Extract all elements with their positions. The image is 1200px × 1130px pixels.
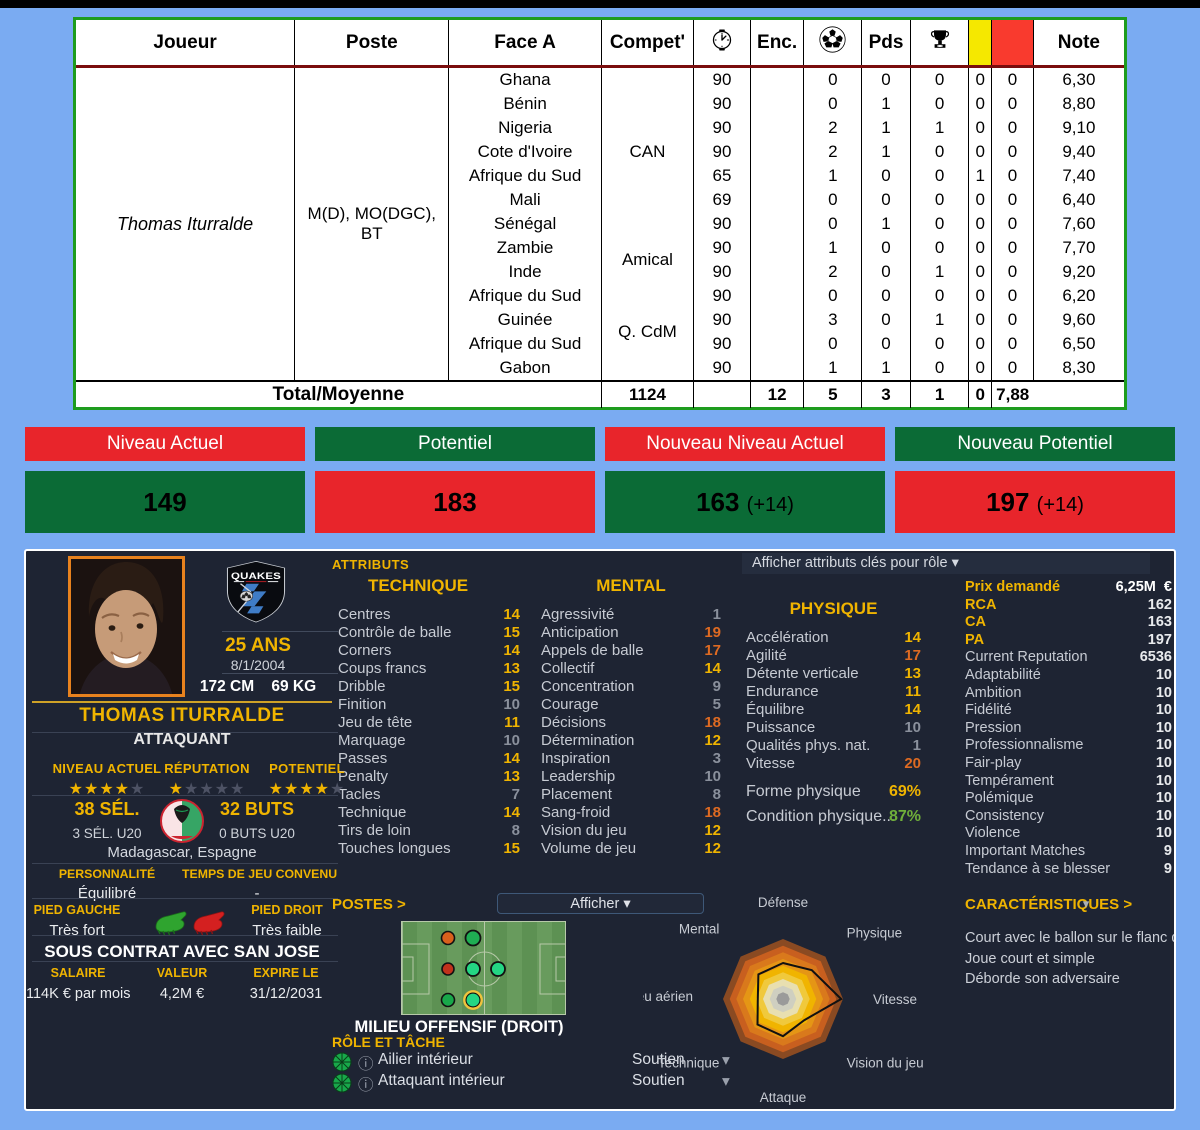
svg-text:Vision du jeu: Vision du jeu xyxy=(847,1056,923,1071)
svg-text:Jeu aérien: Jeu aérien xyxy=(643,989,693,1004)
svg-text:Vitesse: Vitesse xyxy=(873,992,917,1007)
svg-text:Physique: Physique xyxy=(847,925,903,940)
svg-text:Technique: Technique xyxy=(658,1056,720,1071)
svg-text:Attaque: Attaque xyxy=(760,1090,807,1105)
svg-text:QUAKES: QUAKES xyxy=(231,572,281,582)
svg-text:Défense: Défense xyxy=(758,895,808,910)
svg-text:Mental: Mental xyxy=(679,921,720,936)
